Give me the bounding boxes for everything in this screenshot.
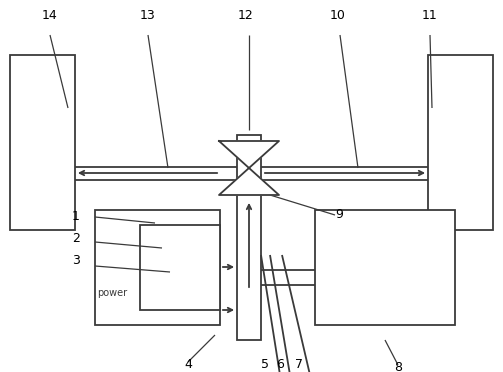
Text: 7: 7 xyxy=(295,358,303,371)
Text: 9: 9 xyxy=(335,208,343,221)
Text: 11: 11 xyxy=(422,9,438,22)
Text: 14: 14 xyxy=(42,9,58,22)
Text: 10: 10 xyxy=(330,9,346,22)
Text: power: power xyxy=(97,288,127,298)
Text: 2: 2 xyxy=(72,231,80,244)
Bar xyxy=(315,210,455,325)
Bar xyxy=(140,225,220,310)
Text: 12: 12 xyxy=(238,9,254,22)
Bar xyxy=(10,55,75,230)
Text: 3: 3 xyxy=(72,253,80,266)
Text: 4: 4 xyxy=(184,358,192,371)
Bar xyxy=(95,210,220,325)
Bar xyxy=(237,135,261,340)
Text: 1: 1 xyxy=(72,211,80,224)
Polygon shape xyxy=(219,168,279,195)
Text: 5: 5 xyxy=(261,358,269,371)
Bar xyxy=(428,55,493,230)
Text: 8: 8 xyxy=(394,361,402,372)
Polygon shape xyxy=(219,141,279,168)
Text: 13: 13 xyxy=(140,9,156,22)
Text: 6: 6 xyxy=(276,358,284,371)
